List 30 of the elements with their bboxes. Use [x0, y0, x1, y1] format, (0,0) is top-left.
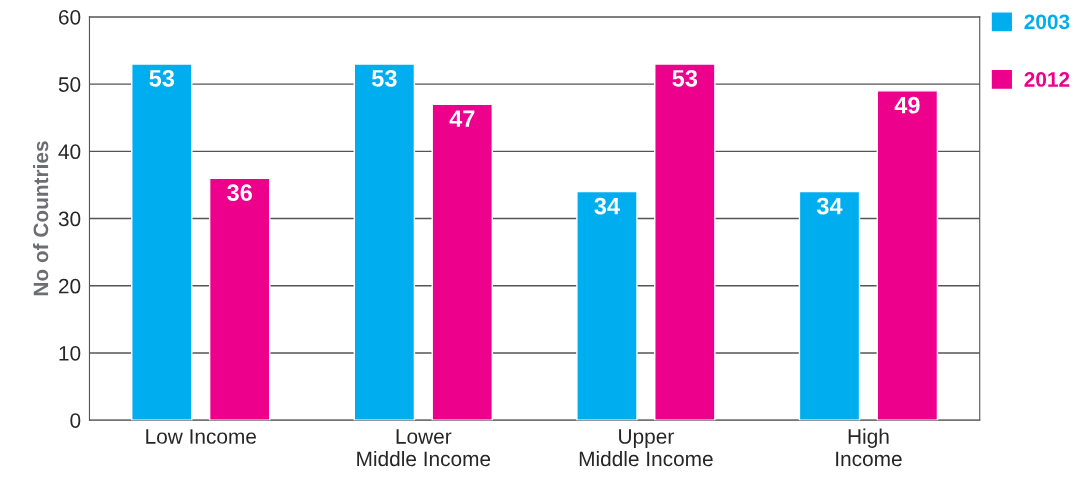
data-label: 47 [449, 110, 475, 127]
y-tick-label: 40 [58, 144, 81, 160]
x-tick-label: Upper Middle Income [579, 429, 713, 467]
bar [208, 177, 271, 421]
y-tick-label: 20 [59, 278, 81, 294]
data-label: 49 [894, 96, 920, 114]
bar [798, 190, 861, 421]
data-label: 36 [227, 184, 252, 201]
bar [131, 63, 193, 421]
bar [431, 103, 493, 421]
y-tick-label: 50 [58, 77, 81, 92]
y-tick-label: 60 [59, 9, 81, 25]
y-tick-label: 10 [59, 345, 81, 361]
data-label: 34 [816, 197, 843, 215]
bar [876, 90, 939, 421]
data-label: 53 [672, 69, 698, 87]
x-tick-label: Low Income [146, 429, 256, 444]
data-label: 53 [371, 69, 397, 87]
data-label: 34 [594, 197, 620, 215]
y-tick-label: 30 [58, 211, 81, 227]
y-tick-label: 0 [70, 413, 81, 428]
bar [576, 190, 638, 421]
data-label: 53 [149, 69, 175, 87]
x-tick-label: Lower Middle Income [357, 429, 491, 467]
bar [654, 63, 716, 421]
bar [353, 63, 416, 421]
legend-label: 2012 [1024, 72, 1070, 87]
x-tick-label: High Income [836, 428, 902, 467]
legend-label: 2003 [1024, 14, 1070, 30]
y-axis-title: No of Countries [32, 141, 49, 296]
